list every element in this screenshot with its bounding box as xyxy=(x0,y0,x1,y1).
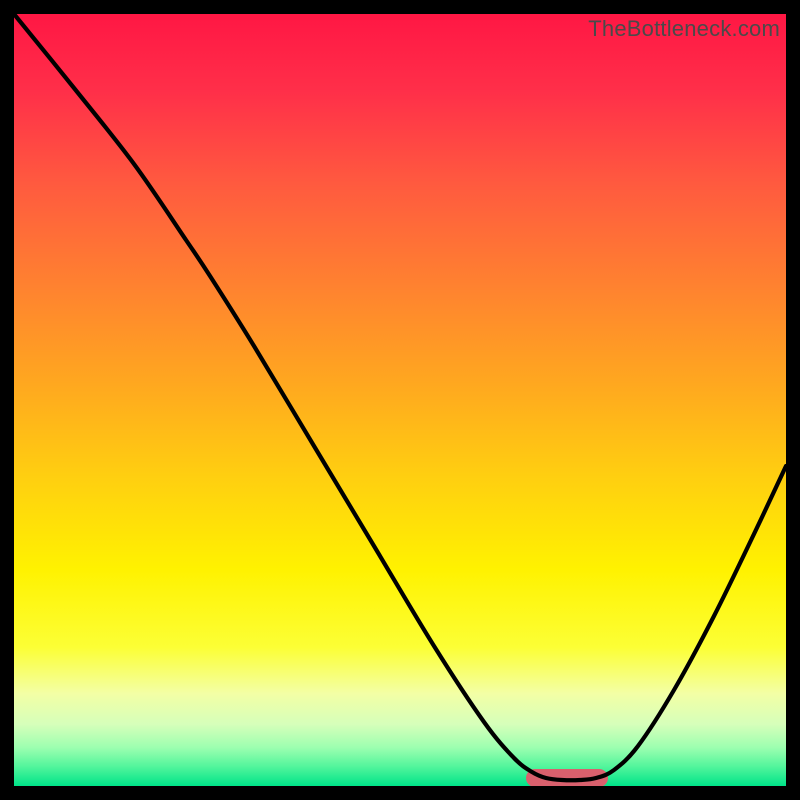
plot-area: TheBottleneck.com xyxy=(14,14,786,786)
chart-frame: TheBottleneck.com xyxy=(0,0,800,800)
gradient-background xyxy=(14,14,786,786)
optimal-marker xyxy=(526,769,608,786)
watermark-text: TheBottleneck.com xyxy=(588,16,780,42)
